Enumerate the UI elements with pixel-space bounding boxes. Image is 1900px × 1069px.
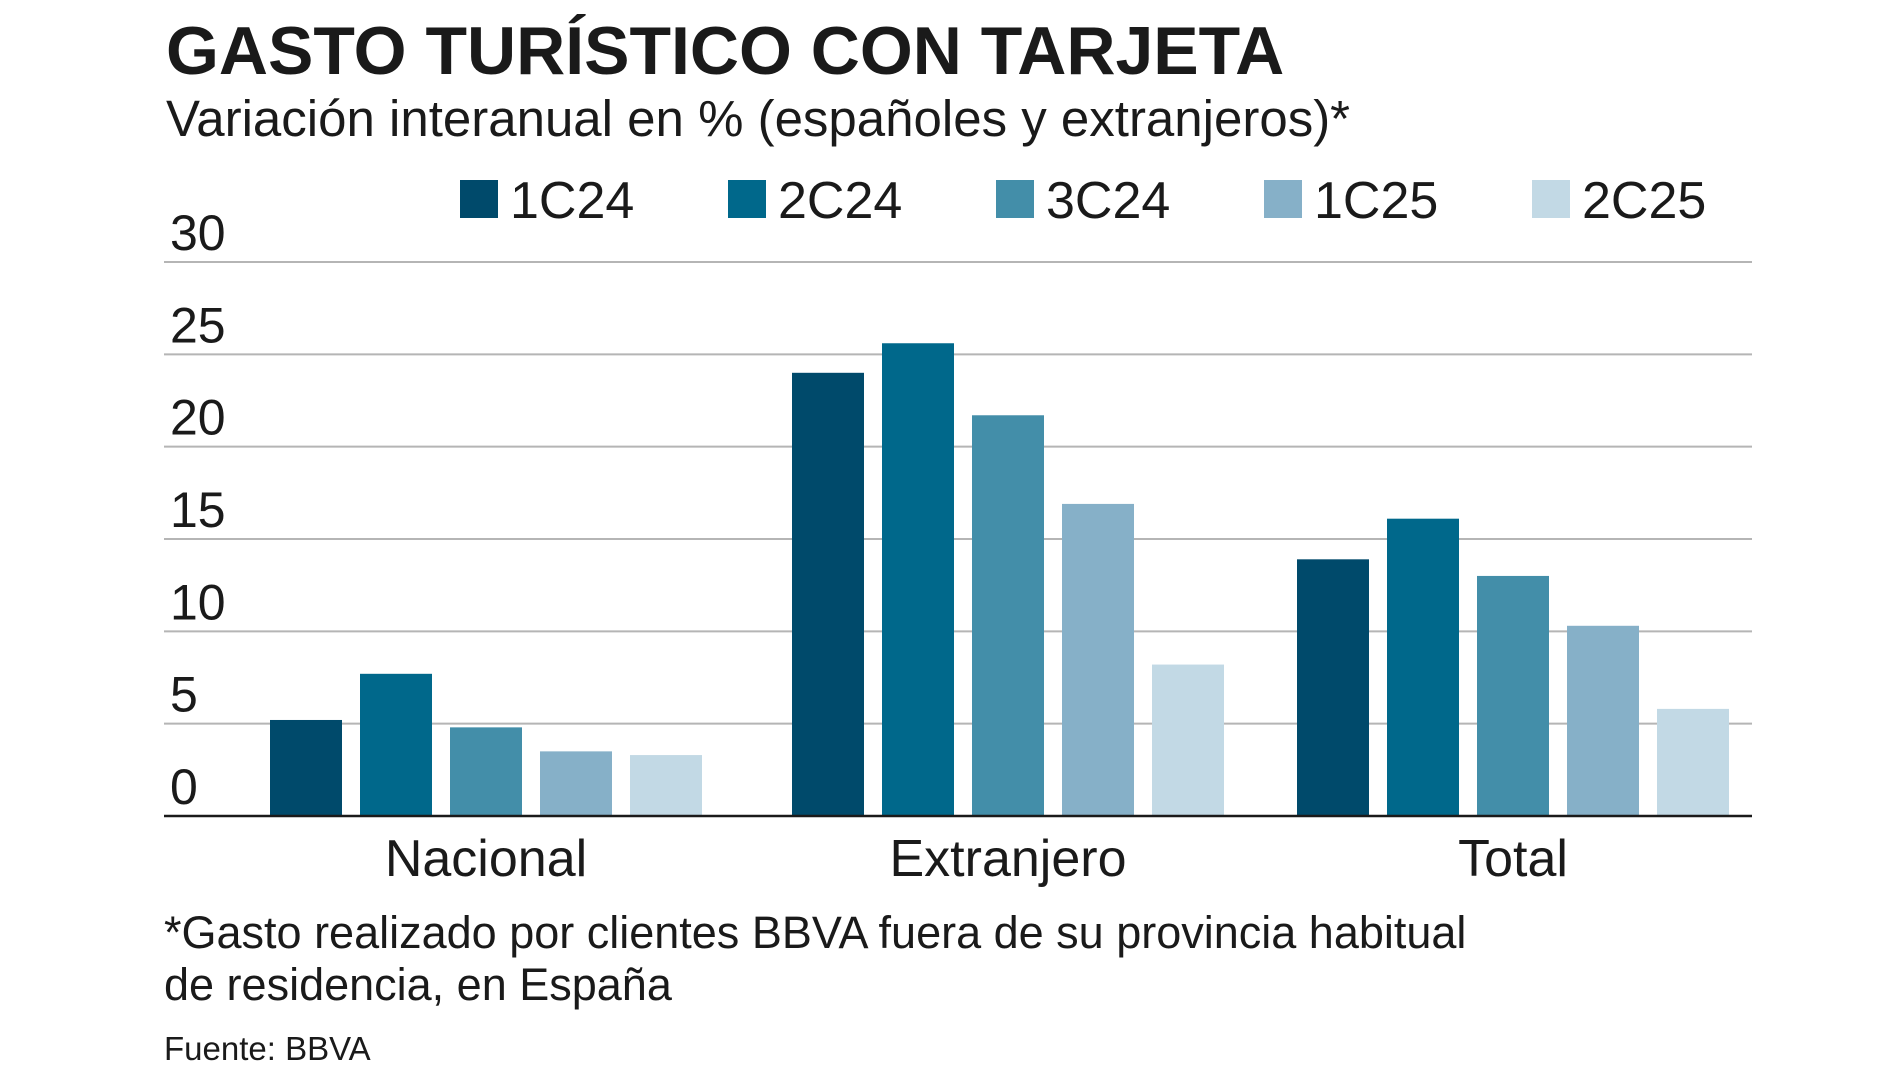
legend-swatch-1c24: [460, 180, 498, 218]
x-label-extranjero: Extranjero: [890, 830, 1127, 888]
bar-nacional-3c24: [450, 727, 522, 816]
bar-total-2c24: [1387, 518, 1459, 816]
legend-label-2c24: 2C24: [778, 172, 902, 230]
legend-swatch-1c25: [1264, 180, 1302, 218]
x-axis-category-labels: Nacional Extranjero Total: [385, 830, 1568, 888]
legend-swatch-2c24: [728, 180, 766, 218]
source-note: Fuente: BBVA: [164, 1030, 371, 1067]
bar-total-1c25: [1567, 625, 1639, 816]
chart-subtitle: Variación interanual en % (españoles y e…: [166, 90, 1350, 147]
bar-nacional-1c25: [540, 751, 612, 816]
x-label-total: Total: [1458, 830, 1568, 888]
legend-label-1c25: 1C25: [1314, 172, 1438, 230]
y-tick-label-25: 25: [170, 297, 226, 353]
bar-total-3c24: [1477, 575, 1549, 816]
bar-nacional-2c25: [630, 755, 702, 816]
y-tick-label-30: 30: [170, 205, 226, 261]
legend-label-3c24: 3C24: [1046, 172, 1170, 230]
legend-label-2c25: 2C25: [1582, 172, 1706, 230]
bars: [270, 343, 1729, 816]
legend-label-1c24: 1C24: [510, 172, 634, 230]
bar-nacional-2c24: [360, 673, 432, 816]
bar-extranjero-2c25: [1152, 664, 1224, 816]
x-label-nacional: Nacional: [385, 830, 587, 888]
legend: 1C24 2C24 3C24 1C25 2C25: [460, 172, 1706, 230]
bar-extranjero-1c25: [1062, 503, 1134, 816]
bar-nacional-1c24: [270, 719, 342, 816]
y-axis-tick-labels: 0 5 10 15 20 25 30: [170, 205, 226, 815]
bar-extranjero-3c24: [972, 415, 1044, 816]
bar-extranjero-1c24: [792, 372, 864, 816]
legend-swatch-2c25: [1532, 180, 1570, 218]
bar-total-1c24: [1297, 559, 1369, 816]
bar-total-2c25: [1657, 708, 1729, 816]
y-tick-label-10: 10: [170, 574, 226, 630]
y-tick-label-0: 0: [170, 759, 198, 815]
y-tick-label-20: 20: [170, 390, 226, 446]
bar-extranjero-2c24: [882, 343, 954, 816]
y-tick-label-5: 5: [170, 667, 198, 723]
chart-title: GASTO TURÍSTICO CON TARJETA: [166, 13, 1284, 89]
y-tick-label-15: 15: [170, 482, 226, 538]
footnote-line-2: de residencia, en España: [164, 959, 673, 1010]
footnote-line-1: *Gasto realizado por clientes BBVA fuera…: [164, 907, 1466, 958]
legend-swatch-3c24: [996, 180, 1034, 218]
